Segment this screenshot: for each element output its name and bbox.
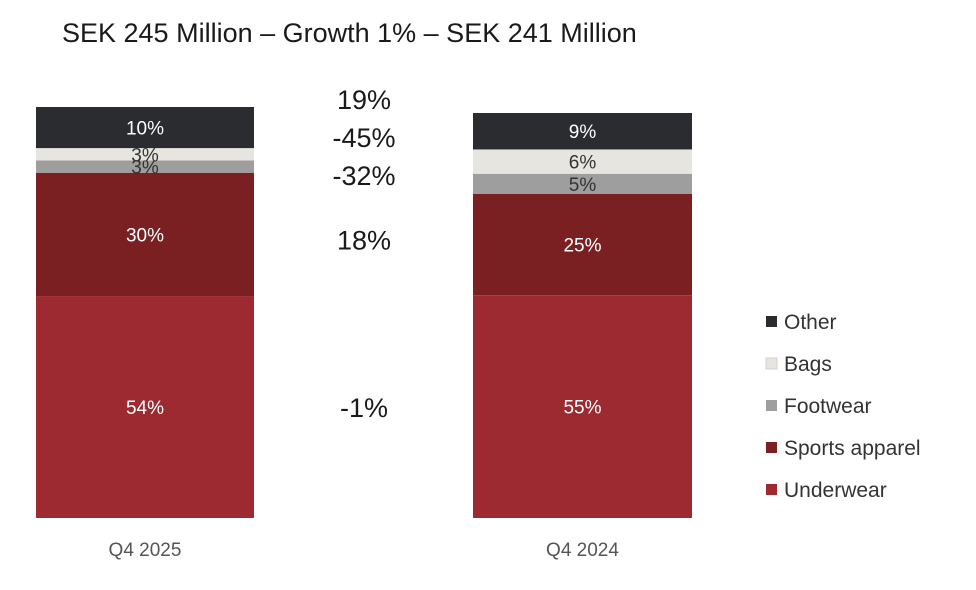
- legend-label-other: Other: [784, 311, 837, 334]
- legend-swatch-sports-apparel: [766, 442, 777, 453]
- bar-segment-underwear-q4-2024: [473, 295, 692, 518]
- bar-segment-footwear-q4-2025: [36, 160, 254, 173]
- growth-label-sports-apparel: 18%: [337, 226, 391, 256]
- data-label-sports-apparel-q4-2024: 25%: [563, 236, 601, 257]
- bar-segment-underwear-q4-2025: [36, 296, 254, 518]
- bar-segment-sports-apparel-q4-2024: [473, 194, 692, 296]
- bars-group: 54% 30% 3%3% 10% 55% 25% 5%6% 9%: [36, 107, 692, 518]
- data-label-underwear-q4-2025: 54%: [126, 398, 164, 419]
- bar-segment-bags-q4-2024: [473, 149, 692, 174]
- data-label-other-q4-2024: 9%: [569, 122, 597, 143]
- data-label-sports-apparel-q4-2025: 30%: [126, 225, 164, 246]
- bar-segment-other-q4-2024: [473, 113, 692, 150]
- legend: Other Bags Footwear Sports apparel Underwear: [765, 311, 921, 502]
- growth-labels-group: 19% -45% -32% 18% -1%: [332, 85, 395, 423]
- data-label-other-q4-2025: 10%: [126, 119, 164, 140]
- legend-swatch-underwear: [766, 484, 777, 495]
- legend-label-sports-apparel: Sports apparel: [784, 437, 921, 460]
- bar-segment-bags-q4-2025: [36, 148, 254, 161]
- bar-segment-sports-apparel-q4-2025: [36, 172, 254, 297]
- x-label-q4-2025: Q4 2025: [109, 540, 182, 561]
- data-label-underwear-q4-2024: 55%: [563, 398, 601, 419]
- growth-label-other: 19%: [337, 85, 391, 115]
- growth-label-bags: -45%: [332, 123, 395, 153]
- data-label-footwear-q4-2024: 5%: [569, 175, 597, 196]
- data-label-footwear-q4-2025: 3%: [131, 158, 159, 179]
- x-axis-labels: Q4 2025 Q4 2024: [109, 540, 620, 561]
- growth-label-footwear: -32%: [332, 161, 395, 191]
- legend-swatch-bags: [765, 357, 778, 370]
- legend-swatch-other: [766, 316, 777, 327]
- legend-label-underwear: Underwear: [784, 479, 887, 502]
- growth-label-underwear: -1%: [340, 393, 388, 423]
- data-label-bags-q4-2025: 3%: [131, 145, 159, 166]
- legend-swatch-footwear: [766, 400, 777, 411]
- legend-label-footwear: Footwear: [784, 395, 872, 418]
- data-label-bags-q4-2024: 6%: [569, 153, 597, 174]
- legend-label-bags: Bags: [784, 353, 832, 376]
- chart-title: SEK 245 Million – Growth 1% – SEK 241 Mi…: [62, 18, 637, 48]
- bar-segment-other-q4-2025: [36, 107, 254, 149]
- x-label-q4-2024: Q4 2024: [546, 540, 619, 561]
- bar-segment-footwear-q4-2024: [473, 173, 692, 194]
